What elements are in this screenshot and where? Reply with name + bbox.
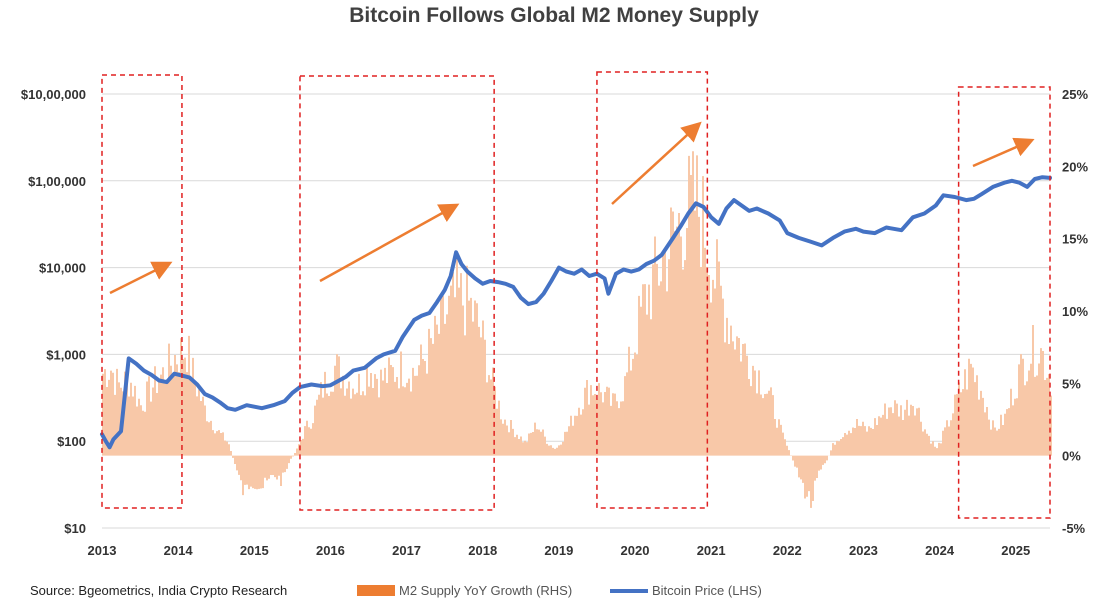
right-tick-label: -5% <box>1062 521 1086 536</box>
x-tick-label: 2020 <box>621 543 650 558</box>
legend-item-m2: M2 Supply YoY Growth (RHS) <box>357 583 572 598</box>
right-tick-label: 0% <box>1062 449 1081 464</box>
left-tick-label: $1,000 <box>46 347 86 362</box>
x-tick-label: 2022 <box>773 543 802 558</box>
right-axis-ticks: -5% 0% 5% 10% 15% 20% 25% <box>1062 87 1088 536</box>
x-tick-label: 2025 <box>1001 543 1030 558</box>
trend-arrows <box>109 121 1035 295</box>
highlight-box <box>101 74 183 509</box>
m2-legend-label: M2 Supply YoY Growth (RHS) <box>399 583 573 598</box>
right-tick-label: 25% <box>1062 87 1088 102</box>
trend-arrow <box>109 261 173 295</box>
x-tick-label: 2024 <box>925 543 955 558</box>
x-tick-label: 2017 <box>392 543 421 558</box>
legend-item-btc: Bitcoin Price (LHS) <box>610 583 762 598</box>
x-axis-ticks: 2013 2014 2015 2016 2017 2018 2019 2020 2021 2022… <box>88 543 1031 558</box>
x-tick-label: 2015 <box>240 543 269 558</box>
right-tick-label: 5% <box>1062 376 1081 391</box>
x-tick-label: 2021 <box>697 543 726 558</box>
highlight-box <box>596 71 709 509</box>
chart-title: Bitcoin Follows Global M2 Money Supply <box>349 4 759 27</box>
highlight-box <box>957 86 1051 519</box>
right-tick-label: 10% <box>1062 304 1088 319</box>
trend-arrow <box>972 137 1035 168</box>
bitcoin-price-path <box>100 175 1052 450</box>
x-tick-label: 2016 <box>316 543 345 558</box>
left-tick-label: $10 <box>64 521 86 536</box>
source-note: Source: Bgeometrics, India Crypto Resear… <box>30 583 288 598</box>
trend-arrow <box>319 203 460 283</box>
trend-arrow <box>611 121 702 205</box>
left-tick-label: $100 <box>57 434 86 449</box>
x-tick-label: 2023 <box>849 543 878 558</box>
left-axis-ticks: $10 $100 $1,000 $10,000 $1,00,000 $10,00,000 <box>21 87 86 536</box>
left-tick-label: $1,00,000 <box>28 174 86 189</box>
m2-legend-swatch <box>357 585 395 596</box>
x-tick-label: 2018 <box>468 543 497 558</box>
m2-growth-area <box>102 151 1052 508</box>
x-tick-label: 2014 <box>164 543 194 558</box>
highlight-box <box>299 75 495 511</box>
m2-area-shape <box>102 151 1052 508</box>
bitcoin-price-line <box>100 175 1052 450</box>
highlight-boxes <box>101 71 1051 519</box>
x-tick-label: 2019 <box>544 543 573 558</box>
left-tick-label: $10,00,000 <box>21 87 86 102</box>
right-tick-label: 20% <box>1062 159 1088 174</box>
btc-legend-label: Bitcoin Price (LHS) <box>652 583 762 598</box>
right-tick-label: 15% <box>1062 232 1088 247</box>
left-tick-label: $10,000 <box>39 261 86 276</box>
btc-legend-swatch <box>610 588 648 593</box>
x-tick-label: 2013 <box>88 543 117 558</box>
